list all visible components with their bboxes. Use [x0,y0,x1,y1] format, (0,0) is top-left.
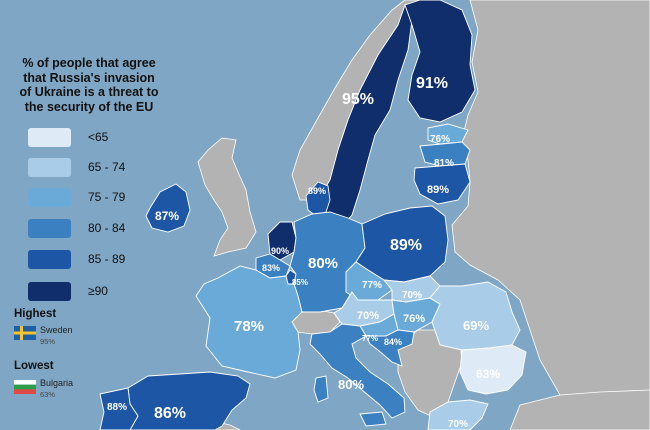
country-lithuania[interactable] [413,163,471,205]
label-poland: 89% [390,237,422,254]
country-sweden[interactable] [317,3,413,229]
label-netherlands: 90% [271,246,289,256]
legend-swatch [28,128,71,147]
label-lithuania: 89% [427,184,449,196]
label-slovenia: 77% [362,334,378,343]
legend-label: 85 - 89 [88,252,126,266]
legend-swatch [28,158,71,177]
legend-panel: % of people that agree that Russia's inv… [0,0,175,430]
lowest-value: 63% [40,390,56,399]
label-bulgaria: 63% [476,367,500,381]
country-italy[interactable] [309,323,406,419]
map-title: % of people that agree that Russia's inv… [8,56,170,114]
label-romania: 69% [463,318,489,333]
country-romania[interactable] [429,281,521,351]
label-germany: 80% [308,255,338,272]
title-line: of Ukraine is a threat to [19,85,159,99]
label-denmark: 89% [308,186,326,196]
country-portugal[interactable] [99,387,139,430]
country-greece[interactable] [427,399,489,430]
label-estonia: 76% [430,134,450,145]
title-line: the security of the EU [24,99,154,114]
country-ireland[interactable] [145,183,191,233]
label-sweden: 95% [342,91,374,108]
eu-countries [99,0,527,430]
title-line: % of people that agree [22,56,156,70]
value-labels: 95% 91% 76% 81% 89% 89% 87% 90% 83% 85% … [107,75,500,430]
country-italy-sicily[interactable] [359,411,387,427]
legend-swatch [28,188,71,207]
label-greece: 70% [448,419,468,430]
label-belgium: 83% [262,263,280,273]
country-france[interactable] [195,265,303,379]
label-spain: 86% [154,405,186,422]
country-latvia[interactable] [419,141,471,167]
label-luxembourg: 85% [292,278,308,287]
label-ireland: 87% [155,209,179,223]
label-czechia: 77% [362,280,382,291]
country-finland[interactable] [404,0,476,123]
country-italy-sardinia[interactable] [313,375,329,403]
highest-country: Sweden [40,325,73,335]
legend-label: ≥90 [88,284,108,298]
legend-label: <65 [88,130,109,144]
label-finland: 91% [416,75,448,92]
label-latvia: 81% [434,158,454,169]
uk-shape [197,137,257,257]
bulgaria-flag-icon [14,380,36,394]
legend-swatch [28,250,71,269]
label-hungary: 76% [403,313,425,325]
legend-label: 75 - 79 [88,190,126,204]
label-austria: 70% [357,310,379,322]
country-denmark[interactable] [305,181,331,217]
country-bulgaria[interactable] [459,344,527,395]
legend-label: 80 - 84 [88,221,126,235]
label-croatia: 84% [384,337,402,347]
legend-swatch [28,282,71,301]
lowest-heading: Lowest [14,360,54,372]
label-italy: 80% [338,377,364,392]
highest-value: 95% [40,337,56,346]
legend-label: 65 - 74 [88,160,126,174]
title-line: that Russia's invasion [23,70,155,85]
highest-heading: Highest [14,308,57,320]
country-croatia[interactable] [365,329,415,367]
label-portugal: 88% [107,402,127,413]
label-france: 78% [234,318,264,335]
sweden-flag-icon [14,326,36,340]
lowest-country: Bulgaria [40,378,74,388]
legend-swatch [28,219,71,238]
turkey-shape [509,389,650,430]
label-slovakia: 70% [402,290,422,301]
